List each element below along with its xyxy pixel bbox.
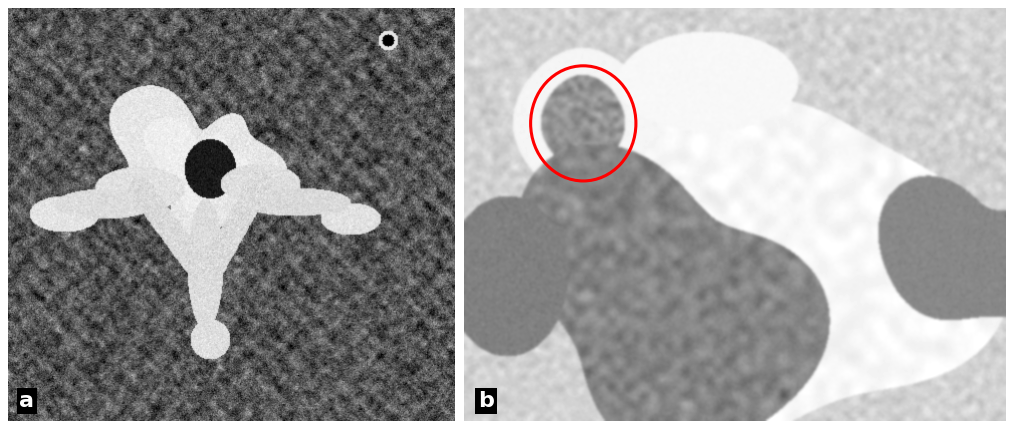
Text: b: b: [478, 391, 493, 411]
Text: a: a: [19, 391, 34, 411]
